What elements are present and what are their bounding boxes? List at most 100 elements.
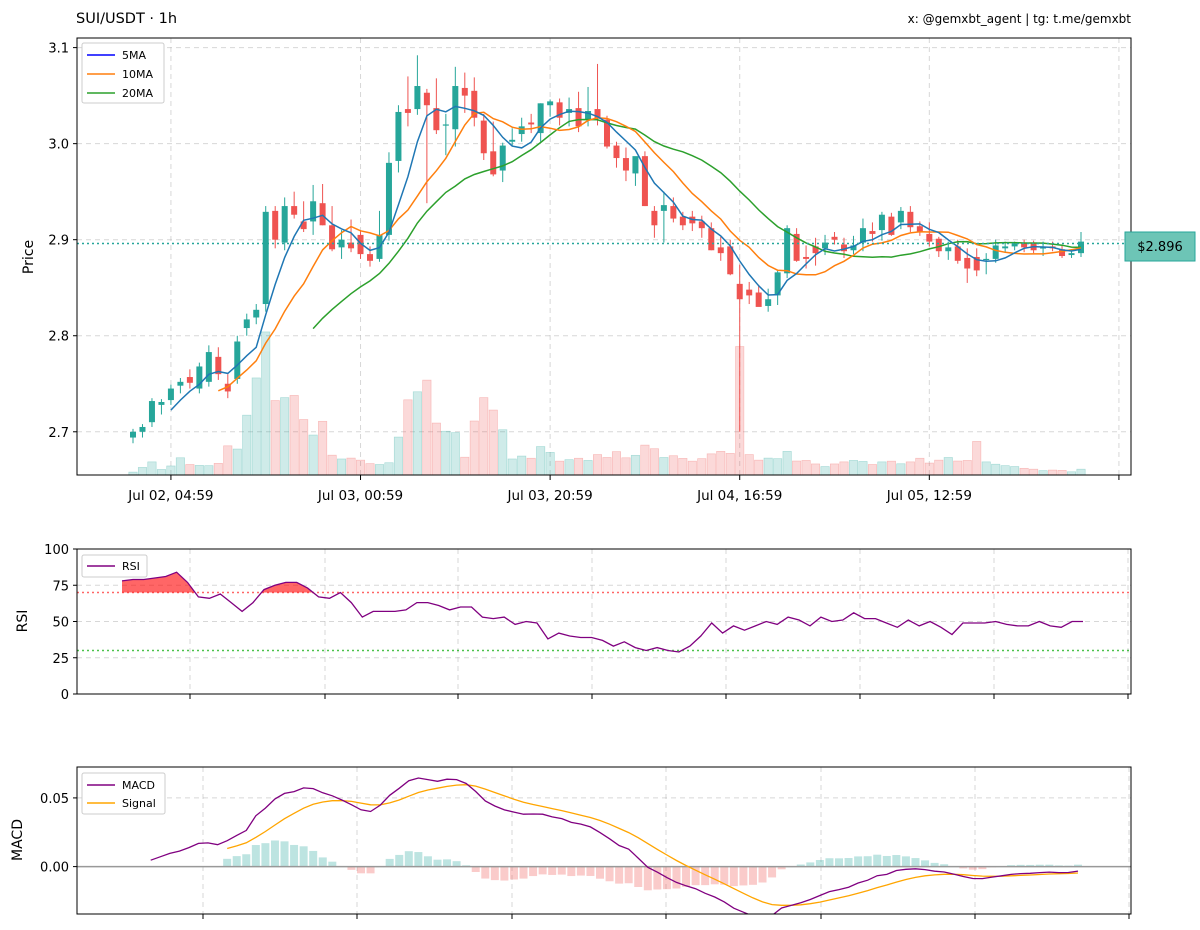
volume-bar <box>536 446 546 475</box>
volume-bar <box>175 457 185 475</box>
candle-body <box>130 431 136 438</box>
rsi-tick-label: 100 <box>44 543 69 558</box>
macd-histogram-bar <box>959 866 968 869</box>
candle-body <box>954 246 961 261</box>
macd-histogram-bar <box>624 866 633 884</box>
candle-body <box>774 272 781 296</box>
macd-histogram-bar <box>414 852 423 867</box>
volume-bar <box>261 331 271 475</box>
macd-histogram-bar <box>882 855 891 867</box>
volume-bar <box>867 464 877 475</box>
candle-body <box>841 244 847 252</box>
ma20-line <box>312 118 1082 330</box>
volume-bar <box>848 460 858 475</box>
volume-bar <box>498 429 508 475</box>
rsi-axis-label: RSI <box>15 610 31 633</box>
candle-body <box>604 119 610 147</box>
candle-body <box>272 210 279 240</box>
macd-histogram-bar <box>930 862 939 867</box>
volume-bar <box>886 460 896 475</box>
volume-bar <box>640 444 650 475</box>
price-tick-label: 3.0 <box>48 138 69 153</box>
macd-histogram-bar <box>500 866 509 881</box>
candle-body <box>878 214 885 231</box>
macd-histogram-bar <box>634 866 643 887</box>
volume-bar <box>1048 469 1058 475</box>
volume-bar <box>668 455 678 475</box>
candle-body <box>983 258 990 261</box>
price-tick-label: 2.8 <box>48 330 69 345</box>
macd-histogram-bar <box>615 866 624 884</box>
candle-body <box>243 319 250 329</box>
candle-body <box>205 352 212 382</box>
volume-bar <box>991 463 1001 475</box>
macd-histogram-bar <box>586 866 595 876</box>
macd-histogram-bar <box>739 866 748 886</box>
macd-histogram-bar <box>423 856 432 867</box>
candle-body <box>234 341 241 379</box>
candle-body <box>926 233 933 242</box>
candle-body <box>698 221 705 229</box>
macd-histogram-bar <box>844 858 853 867</box>
macd-histogram-bar <box>921 860 930 867</box>
legend-10ma-label: 10MA <box>122 68 153 81</box>
rsi-tick-label: 75 <box>52 579 69 594</box>
volume-bar <box>877 461 887 475</box>
candle-body <box>442 124 449 126</box>
volume-bar <box>526 457 536 475</box>
volume-bar <box>943 457 953 475</box>
candle-body <box>385 162 392 235</box>
volume-bar <box>517 455 527 475</box>
macd-histogram-bar <box>471 866 480 873</box>
rsi-panel: 0 25 50 75 100 RSI RSI <box>15 543 1132 703</box>
chart-title: SUI/USDT · 1h <box>76 11 177 27</box>
volume-bar <box>839 461 849 475</box>
time-tick-label: Jul 02, 04:59 <box>127 488 213 504</box>
macd-histogram-bar <box>1026 864 1035 867</box>
candle-body <box>158 402 165 405</box>
price-axis: 2.7 2.8 2.9 3.0 3.1 <box>48 42 77 441</box>
macd-histogram-bar <box>1045 864 1054 867</box>
macd-histogram-bar <box>901 856 910 867</box>
volume-bar <box>1019 467 1029 475</box>
macd-histogram-bar <box>223 858 232 867</box>
candle-body <box>357 234 364 255</box>
macd-histogram-bar <box>835 858 843 867</box>
candle-body <box>831 236 838 240</box>
volume-bar <box>213 463 223 475</box>
macd-histogram-bar <box>481 866 490 879</box>
candle-body <box>613 145 620 159</box>
volume-bar <box>223 445 233 475</box>
macd-histogram-bar <box>1035 864 1044 867</box>
macd-histogram-bar <box>720 866 729 885</box>
macd-histogram-bar <box>815 859 824 867</box>
macd-histogram-bar <box>347 866 356 870</box>
macd-histogram-bar <box>806 862 815 867</box>
macd-histogram-bar <box>1016 864 1025 867</box>
candle-body <box>945 247 952 252</box>
volume-bar <box>830 463 840 475</box>
price-legend: 5MA 10MA 20MA <box>81 42 165 104</box>
macd-grid <box>77 767 1131 914</box>
volume-bar <box>137 467 147 475</box>
macd-histogram-bar <box>242 854 251 867</box>
volume-bar <box>602 457 612 475</box>
candle-body <box>717 247 724 254</box>
volume-bar <box>299 419 309 475</box>
macd-legend: MACD Signal <box>81 772 166 815</box>
candle-body <box>148 401 155 423</box>
legend-rsi-label: RSI <box>122 560 140 573</box>
volume-bar <box>365 463 375 475</box>
volume-bar <box>270 400 280 475</box>
moving-average-lines <box>170 105 1082 411</box>
volume-bar <box>441 430 451 475</box>
volume-bar <box>479 397 489 475</box>
macd-histogram-bar <box>328 861 337 867</box>
candle-body <box>755 292 762 307</box>
volume-bar <box>422 379 432 475</box>
macd-histogram-bar <box>701 866 710 886</box>
volume-bar <box>811 463 821 475</box>
candle-body <box>262 211 269 305</box>
time-tick-label: Jul 03, 00:59 <box>317 488 403 504</box>
legend-5ma-label: 5MA <box>122 49 146 62</box>
